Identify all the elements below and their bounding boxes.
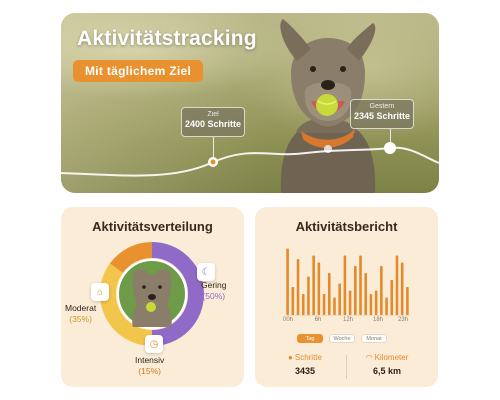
bar-7h [322,294,326,315]
activity-donut-chart [100,242,204,346]
dog-photo [280,19,376,193]
x-axis-ticks: 00h 6h 12h 18h 23h [282,317,410,327]
x-tick: 23h [397,317,409,323]
trend-curve [61,142,439,177]
bar-21h [395,255,399,315]
yesterday-tooltip: Gestern 2345 Schritte [350,99,414,129]
bar-9h [333,297,336,315]
bar-4h [307,276,310,315]
tab-month[interactable]: Monat [361,334,387,343]
bar-13h [354,266,357,315]
intensiv-label: Intensiv (15%) [135,355,165,376]
distance-stat: ◠ Kilometer 6,5 km [347,353,427,376]
activity-report-card: Aktivitätsbericht 00h 6h 12h 18h 23h Tag… [255,207,438,387]
donut-slice-moderat [100,263,153,346]
bar-17h [374,290,378,315]
bar-14h [359,255,362,315]
bar-2h [296,259,300,315]
moon-icon: ☾ [197,263,215,281]
bar-1h [291,287,295,315]
bar-0h [286,248,289,315]
bar-22h [400,262,404,315]
steps-label: Schritte [294,353,322,362]
bar-16h [369,294,373,315]
hourly-steps-bar-chart [285,248,410,316]
bar-8h [327,273,331,315]
page-title: Aktivitätstracking [77,27,257,50]
bar-19h [385,297,388,315]
yesterday-caption: Gestern [369,103,395,110]
speedometer-icon: ◠ [365,353,373,362]
donut-slice-gering [151,242,204,346]
bar-3h [301,294,305,315]
x-tick: 6h [314,317,322,323]
daily-goal-badge: Mit täglichem Ziel [73,60,204,82]
tab-day[interactable]: Tag [297,334,323,343]
steps-stat: ● Schritte 3435 [265,353,345,376]
bar-15h [364,273,368,315]
bar-10h [338,283,341,315]
yesterday-value: 2345 Schritte [353,111,411,121]
yesterday-marker[interactable] [384,142,396,154]
km-value: 6,5 km [372,366,402,376]
x-tick: 00h [282,317,294,323]
distribution-title: Aktivitätsverteilung [92,219,213,234]
hero-banner: Aktivitätstracking Mit täglichem Ziel Zi… [61,13,439,193]
goal-tooltip: Ziel 2400 Schritte [181,107,245,137]
bar-6h [317,262,321,315]
km-label: Kilometer [374,353,409,362]
bar-11h [343,255,347,315]
x-tick: 12h [342,317,354,323]
period-selector: Tag Woche Monat [297,334,387,343]
x-tick: 18h [372,317,384,323]
run-icon: ◷ [145,335,163,353]
steps-value: 3435 [294,366,316,376]
goal-value: 2400 Schritte [184,119,242,129]
tab-week[interactable]: Woche [329,334,355,343]
bar-12h [348,290,352,315]
stat-divider [346,355,347,379]
house-icon: ⌂ [91,283,109,301]
goal-caption: Ziel [207,111,219,118]
bar-18h [380,266,383,315]
report-title: Aktivitätsbericht [295,219,398,234]
paw-icon: ● [288,353,293,362]
bar-5h [312,255,315,315]
bar-23h [406,287,409,315]
donut-slice-intensiv [109,242,153,274]
gering-label: Gering (50%) [201,280,227,301]
bar-20h [390,280,394,315]
activity-distribution-card: Aktivitätsverteilung ☾ ⌂ ◷ Gering (50%) … [61,207,244,387]
moderat-label: Moderat (35%) [65,303,97,324]
